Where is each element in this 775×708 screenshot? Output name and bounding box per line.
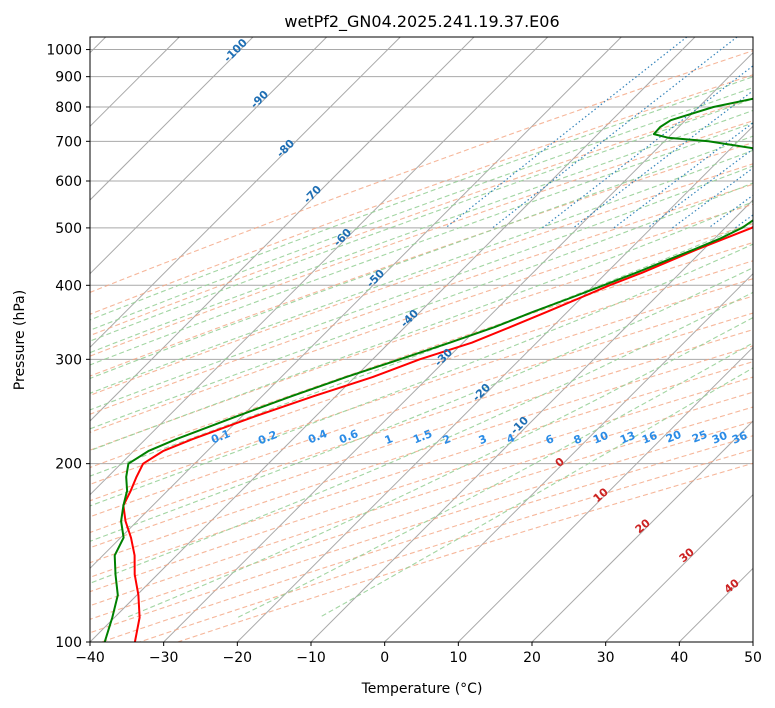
isotherm-line [90,37,622,570]
mixing-ratio-label: 8 [572,432,584,447]
mixing-ratio-label: 36 [730,429,749,447]
mixing-ratio-label: 13 [618,429,637,447]
x-axis-label: Temperature (°C) [361,681,483,697]
mixing-ratio-label: 10 [591,429,610,447]
dry-adiabat-line [90,241,753,469]
moist-adiabat-line [90,98,753,342]
mixing-ratio-label: 20 [664,428,683,446]
mixing-ratio-label: 25 [690,428,709,446]
dry-adiabat-line [90,141,753,377]
x-tick-label: −40 [75,650,105,666]
mixing-ratio-line [613,122,753,229]
mixing-ratio-line [542,65,753,229]
isotherm-line [605,493,753,642]
mixing-ratio-label: 1 [383,432,395,447]
dry-adiabat-line [90,312,753,534]
chart-title: wetPf2_GN04.2025.241.19.37.E06 [284,12,559,32]
plot-frame [89,36,754,643]
dry-adiabat-line [90,120,753,357]
moist-adiabat-line [90,76,753,321]
moist-adiabat-line [90,87,753,331]
mixing-ratio-label: 30 [710,429,729,447]
mixing-ratio-label: 2 [441,432,453,447]
moist-adiabat-line [90,122,753,366]
y-tick-label: 200 [55,457,82,473]
isotherm-line [310,199,753,642]
dry-adiabat-line [90,361,753,578]
y-axis-label: Pressure (hPa) [12,290,28,390]
dry-adiabat-line [90,183,753,415]
isotherm-line [90,37,401,349]
isotherm-line [90,37,549,496]
moist-adiabat-line [90,221,753,477]
x-tick-label: 50 [744,650,762,666]
x-tick-label: 20 [523,650,541,666]
isotherm-line [531,420,753,642]
dry-adiabat-line [90,376,753,593]
x-tick-label: 0 [380,650,389,666]
dry-adiabat-line [90,278,753,502]
y-tick-label: 100 [55,635,82,651]
isotherm-line [90,37,254,201]
x-tick-label: 40 [670,650,688,666]
mixing-ratio-label: 16 [640,429,659,447]
dewpoint-profile-line [103,97,753,642]
moist-adiabat-line [90,291,753,584]
moist-adiabat-line [90,109,753,354]
dry-adiabat-line [101,435,753,642]
x-tick-label: 30 [597,650,615,666]
moist-adiabat-line [90,149,753,394]
moist-adiabat-line [90,165,753,411]
x-tick-label: 10 [449,650,467,666]
y-tick-label: 300 [55,352,82,368]
moist-adiabat-line [90,135,753,379]
mixing-ratio-line [672,167,753,229]
dry-adiabat-line [177,462,753,642]
x-tick-label: −20 [223,650,253,666]
isotherm-line [457,346,753,642]
y-tick-label: 800 [55,100,82,116]
mixing-ratio-label: 3 [477,432,489,447]
mixing-ratio-line [445,37,688,229]
y-tick-label: 700 [55,134,82,150]
isotherm-line [90,37,328,275]
dry-adiabat-line [90,223,753,451]
x-tick-label: −10 [296,650,326,666]
isotherm-line [90,37,475,422]
dry-adiabat-line [90,203,753,433]
x-tick-label: −30 [149,650,179,666]
y-tick-label: 600 [55,174,82,190]
y-tick-label: 900 [55,70,82,86]
moist-adiabat-line [90,182,753,430]
y-tick-label: 500 [55,221,82,237]
isotherm-line [384,272,753,642]
dry-adiabat-line [90,345,753,564]
temperature-profile-line [122,225,753,642]
isotherm-line [90,37,696,642]
dry-adiabat-line [139,449,753,642]
y-tick-label: 400 [55,278,82,294]
isotherm-line [236,125,753,642]
dry-adiabat-line [90,329,753,549]
moist-adiabat-line [126,316,753,619]
isotherm-line [752,641,753,642]
plot-background [90,37,753,642]
y-tick-label: 1000 [46,43,82,59]
